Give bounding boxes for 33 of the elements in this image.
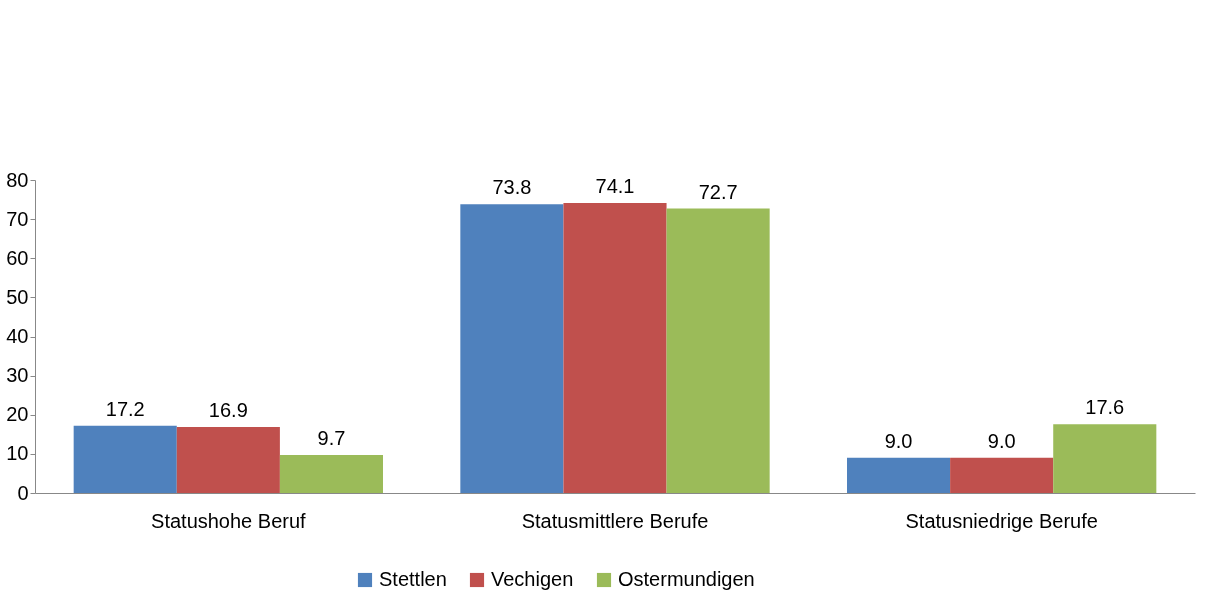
y-tick-label: 80 <box>6 168 29 191</box>
data-label: 74.1 <box>595 175 635 198</box>
bar <box>666 208 770 493</box>
data-label: 17.2 <box>105 397 145 420</box>
legend-label: Vechigen <box>491 568 574 590</box>
data-label: 73.8 <box>492 176 532 199</box>
y-tick-label: 70 <box>6 207 29 230</box>
y-tick-label: 10 <box>6 442 29 465</box>
bar <box>73 425 177 493</box>
data-label: 9.0 <box>987 429 1016 452</box>
x-tick-label: Statusmittlere Berufe <box>521 509 709 532</box>
bar <box>176 426 280 493</box>
bar <box>460 204 564 493</box>
data-label: 9.0 <box>884 429 913 452</box>
legend-label: Stettlen <box>379 568 447 590</box>
data-label: 17.6 <box>1085 396 1125 419</box>
y-tick-label: 20 <box>6 403 29 426</box>
x-tick-label: Statushohe Beruf <box>151 509 307 532</box>
bar <box>1053 424 1157 493</box>
bar <box>847 457 951 493</box>
y-tick-label: 0 <box>17 481 29 504</box>
y-tick-label: 60 <box>6 246 29 269</box>
data-label: 16.9 <box>208 398 248 421</box>
data-label: 72.7 <box>698 180 738 203</box>
bar <box>950 457 1054 493</box>
y-tick-label: 40 <box>6 325 29 347</box>
legend-label: Ostermundigen <box>618 568 755 590</box>
data-label: 9.7 <box>317 427 346 450</box>
y-tick-label: 50 <box>6 285 29 308</box>
y-tick-label: 30 <box>6 364 29 387</box>
bar <box>279 455 383 493</box>
x-tick-label: Statusniedrige Berufe <box>905 509 1098 532</box>
bar <box>563 203 667 493</box>
